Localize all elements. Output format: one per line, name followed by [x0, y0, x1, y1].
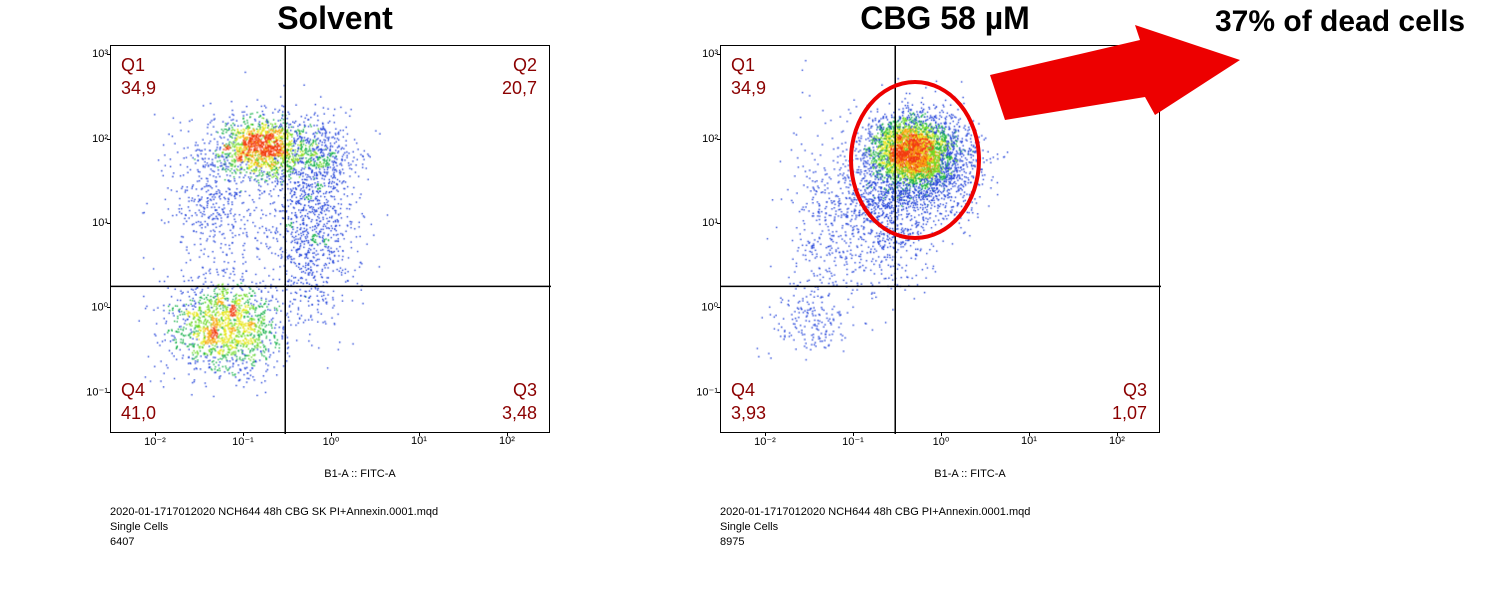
- x-axis-label: B1-A :: FITC-A: [110, 468, 610, 480]
- q4-label: Q441,0: [121, 379, 156, 424]
- q4-label: Q43,93: [731, 379, 766, 424]
- q1-label: Q134,9: [731, 54, 766, 99]
- plot-box-cbg: Q134,9 Q260,1 Q31,07 Q43,93 10⁻¹10⁰10¹10…: [720, 45, 1160, 433]
- panel-title: CBG 58 µM: [670, 0, 1220, 37]
- figure-container: Solvent B3-A :: PerCP-Vio700-A Q134,9 Q2…: [0, 0, 1500, 550]
- callout-text: 37% of dead cells: [1215, 5, 1465, 39]
- x-axis-label: B1-A :: FITC-A: [720, 468, 1220, 480]
- q1-value: 34,9: [731, 78, 766, 98]
- q3-label: Q33,48: [502, 379, 537, 424]
- q1-label: Q134,9: [121, 54, 156, 99]
- q2-label: Q220,7: [502, 54, 537, 99]
- footer-text: 2020-01-1717012020 NCH644 48h CBG SK PI+…: [110, 505, 610, 550]
- q3-label: Q31,07: [1112, 379, 1147, 424]
- quadrant-lines: [111, 46, 551, 434]
- footer-text: 2020-01-1717012020 NCH644 48h CBG PI+Ann…: [720, 505, 1220, 550]
- quadrant-lines: [721, 46, 1161, 434]
- plot-area: B3-A :: PerCP-Vio700-A Q134,9 Q220,7 Q33…: [110, 45, 610, 480]
- q4-value: 41,0: [121, 403, 156, 423]
- panel-cbg: CBG 58 µM B3-A :: PerCP-Vio700-A Q134,9 …: [670, 0, 1220, 550]
- panel-solvent: Solvent B3-A :: PerCP-Vio700-A Q134,9 Q2…: [60, 0, 610, 550]
- q2-value: 20,7: [502, 78, 537, 98]
- q1-value: 34,9: [121, 78, 156, 98]
- plot-area: B3-A :: PerCP-Vio700-A Q134,9 Q260,1 Q31…: [720, 45, 1220, 480]
- q3-value: 1,07: [1112, 403, 1147, 423]
- q4-value: 3,93: [731, 403, 766, 423]
- plot-box-solvent: Q134,9 Q220,7 Q33,48 Q441,0 10⁻¹10⁰10¹10…: [110, 45, 550, 433]
- q2-label: Q260,1: [1112, 54, 1147, 99]
- q2-value: 60,1: [1112, 78, 1147, 98]
- panel-title: Solvent: [60, 0, 610, 37]
- q3-value: 3,48: [502, 403, 537, 423]
